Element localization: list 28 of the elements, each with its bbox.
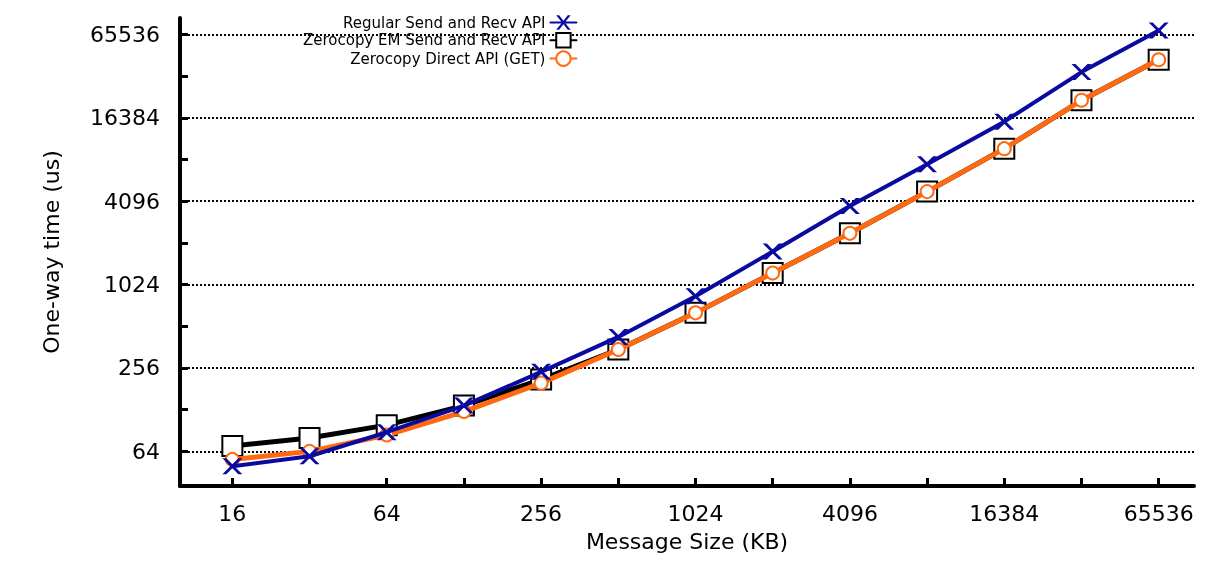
x-tick-label: 65536 bbox=[1123, 500, 1194, 526]
y-axis-title: One-way time (us) bbox=[38, 150, 64, 354]
x-tick-label: 256 bbox=[520, 500, 563, 526]
x-axis-title: Message Size (KB) bbox=[585, 528, 789, 554]
point bbox=[762, 243, 783, 260]
point bbox=[994, 113, 1015, 130]
point bbox=[299, 448, 320, 465]
y-tick-label: 1024 bbox=[104, 272, 160, 298]
y-tick-label: 65536 bbox=[90, 21, 160, 47]
x-tick-label: 64 bbox=[372, 500, 401, 526]
y-tick-label: 64 bbox=[132, 438, 160, 464]
x-tick-label: 4096 bbox=[821, 500, 878, 526]
point bbox=[917, 156, 938, 173]
x-tick-label: 16384 bbox=[969, 500, 1040, 526]
x-tick-label: 16 bbox=[218, 500, 247, 526]
x-tick-label: 1024 bbox=[667, 500, 724, 526]
point bbox=[531, 363, 552, 380]
y-tick-label: 16384 bbox=[90, 105, 160, 131]
point bbox=[222, 458, 243, 475]
legend-label: Regular Send and Recv API bbox=[342, 13, 546, 32]
legend-label: Zerocopy Direct API (GET) bbox=[350, 49, 546, 68]
point bbox=[839, 197, 860, 214]
point bbox=[685, 288, 706, 305]
point bbox=[608, 328, 629, 345]
y-tick-label: 256 bbox=[118, 355, 160, 381]
point bbox=[1071, 64, 1092, 81]
point bbox=[1148, 22, 1169, 39]
y-tick-label: 4096 bbox=[104, 188, 160, 214]
